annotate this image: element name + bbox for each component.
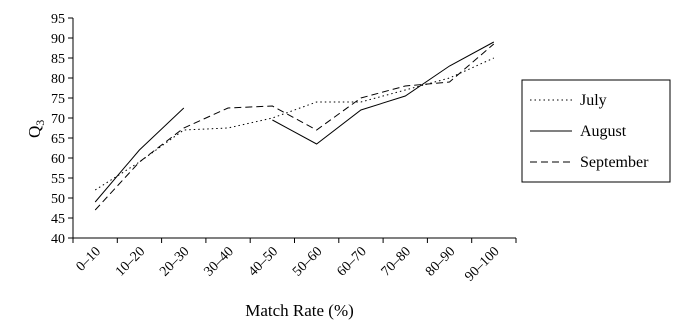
legend: July August September bbox=[521, 79, 671, 183]
y-axis-title: Q3 bbox=[25, 120, 47, 138]
y-tick-label-45: 45 bbox=[51, 212, 65, 227]
y-tick-label-55: 55 bbox=[51, 172, 65, 187]
y-tick-label-90: 90 bbox=[51, 32, 65, 47]
y-tick-label-95: 95 bbox=[51, 12, 65, 27]
y-tick-label-65: 65 bbox=[51, 132, 65, 147]
x-tick-label-20-30: 20–30 bbox=[157, 244, 192, 279]
series-line-july-1 bbox=[94, 57, 495, 191]
y-tick-label-85: 85 bbox=[51, 52, 65, 67]
series-line-september-1 bbox=[94, 43, 495, 211]
x-tick-label-80-90: 80–90 bbox=[423, 244, 458, 279]
y-tick-label-80: 80 bbox=[51, 72, 65, 87]
y-axis-title-main: Q bbox=[25, 126, 44, 138]
series-line-august-1 bbox=[94, 107, 185, 203]
x-tick-label-30-40: 30–40 bbox=[202, 244, 237, 279]
x-axis-title: Match Rate (%) bbox=[245, 301, 354, 320]
x-tick-label-90-100: 90–100 bbox=[462, 244, 502, 284]
x-axis: 0–10 10–20 20–30 30–40 40–50 50–60 60–70 70–80 8… bbox=[72, 237, 517, 285]
legend-box bbox=[521, 79, 671, 183]
legend-label-september: September bbox=[580, 154, 649, 171]
series-layer bbox=[94, 41, 495, 211]
y-axis-title-subscript: 3 bbox=[33, 120, 47, 126]
x-tick-label-40-50: 40–50 bbox=[246, 244, 281, 279]
y-tick-label-60: 60 bbox=[51, 152, 65, 167]
legend-label-july: July bbox=[580, 92, 607, 109]
y-tick-label-75: 75 bbox=[51, 92, 65, 107]
legend-label-august: August bbox=[580, 123, 627, 140]
x-tick-label-0-10: 0–10 bbox=[74, 244, 104, 274]
y-axis: 40 45 50 55 60 65 70 75 80 85 90 95 bbox=[51, 12, 74, 247]
y-ticks: 40 45 50 55 60 65 70 75 80 85 90 95 bbox=[51, 12, 73, 247]
x-ticks: 0–10 10–20 20–30 30–40 40–50 50–60 60–70 70–80 8… bbox=[72, 238, 517, 285]
x-tick-label-70-80: 70–80 bbox=[379, 244, 414, 279]
x-tick-label-50-60: 50–60 bbox=[290, 244, 325, 279]
series-line-august-2 bbox=[272, 41, 495, 145]
y-tick-label-70: 70 bbox=[51, 112, 65, 127]
x-tick-label-10-20: 10–20 bbox=[113, 244, 148, 279]
x-tick-label-60-70: 60–70 bbox=[334, 244, 369, 279]
y-tick-label-40: 40 bbox=[51, 232, 65, 247]
y-tick-label-50: 50 bbox=[51, 192, 65, 207]
